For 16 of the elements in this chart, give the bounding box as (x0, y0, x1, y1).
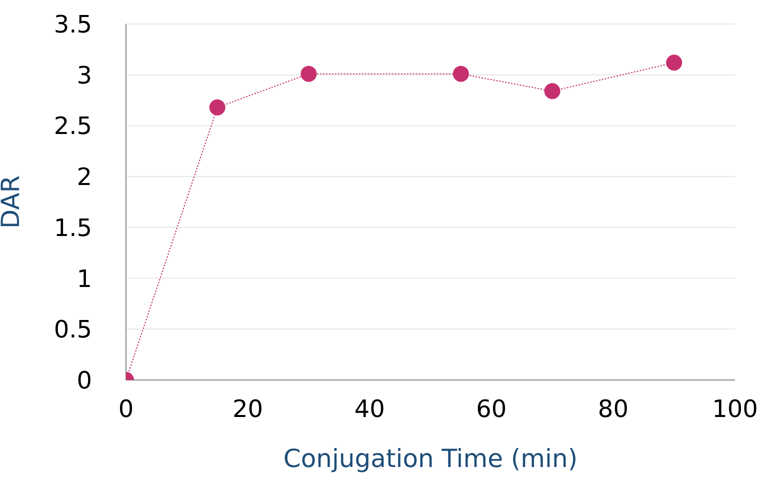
x-tick-label: 0 (118, 395, 134, 424)
x-axis-title: Conjugation Time (min) (283, 444, 578, 473)
y-tick-label: 3.5 (54, 10, 92, 39)
y-axis-title: DAR (0, 175, 25, 229)
x-tick-label: 60 (476, 395, 507, 424)
y-tick-label: 1 (76, 264, 92, 293)
y-tick-label: 1.5 (54, 214, 92, 242)
x-tick-label: 40 (354, 395, 385, 424)
y-tick-label: 2.5 (54, 112, 92, 140)
y-tick-label: 0.5 (54, 316, 92, 344)
x-tick-label: 100 (712, 395, 758, 424)
y-tick-label: 0 (76, 366, 92, 395)
x-tick-label: 80 (598, 395, 628, 424)
y-tick-label: 3 (76, 61, 92, 90)
y-tick-label: 2 (76, 163, 92, 192)
x-tick-label: 20 (232, 395, 264, 424)
